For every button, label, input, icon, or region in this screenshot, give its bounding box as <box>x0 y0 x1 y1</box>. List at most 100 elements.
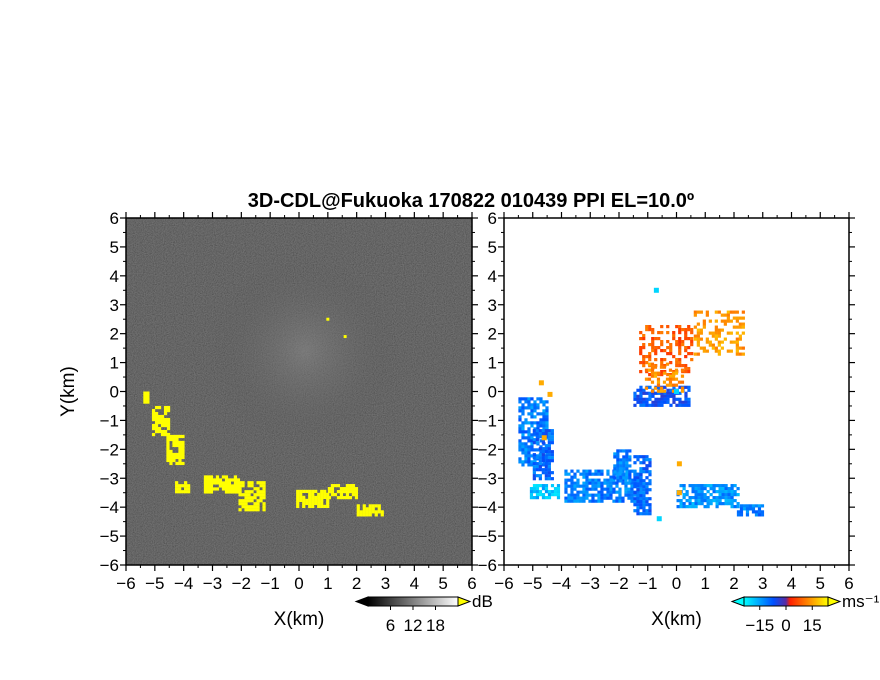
velocity-cell <box>727 487 731 491</box>
velocity-cell <box>521 427 525 431</box>
velocity-cell <box>735 316 739 320</box>
velocity-cell <box>665 362 670 366</box>
velocity-cell <box>735 337 739 341</box>
velocity-cell <box>536 412 540 416</box>
velocity-cell <box>550 438 554 442</box>
velocity-cell <box>585 469 589 473</box>
velocity-cell <box>642 467 646 471</box>
velocity-cell <box>705 313 709 317</box>
velocity-cell <box>636 394 640 398</box>
velocity-cell <box>674 383 679 387</box>
velocity-cell <box>660 369 664 374</box>
velocity-cell <box>684 397 688 401</box>
echo-cell <box>218 481 223 485</box>
velocity-cell <box>720 340 724 344</box>
velocity-cell <box>650 362 655 366</box>
velocity-cell <box>624 493 628 497</box>
velocity-cell <box>706 496 710 500</box>
velocity-cell <box>533 409 537 413</box>
echo-cell <box>374 510 378 514</box>
velocity-cell <box>624 484 628 488</box>
echo-cell <box>336 496 341 500</box>
echo-cell <box>224 481 229 485</box>
velocity-cell <box>532 432 536 436</box>
echo-cell <box>172 452 176 457</box>
velocity-cell <box>527 421 531 425</box>
echo-cell <box>178 455 182 460</box>
echo-cell <box>323 495 327 500</box>
echo-cell <box>184 487 188 491</box>
velocity-cell <box>639 330 643 335</box>
velocity-cell <box>648 324 652 329</box>
velocity-cell <box>625 470 629 474</box>
velocity-cell <box>724 484 728 488</box>
velocity-cell <box>642 488 646 492</box>
velocity-cell <box>639 473 643 477</box>
echo-cell <box>163 429 168 434</box>
velocity-cell <box>720 319 724 323</box>
velocity-cell <box>703 505 707 509</box>
velocity-cell <box>700 490 704 494</box>
velocity-cell <box>521 409 525 413</box>
velocity-cell <box>527 451 531 455</box>
velocity-cell <box>530 433 534 437</box>
echo-cell <box>354 493 359 497</box>
echo-cell <box>175 487 179 491</box>
velocity-cell <box>694 502 698 506</box>
velocity-cell <box>553 487 558 491</box>
velocity-cell <box>745 510 750 514</box>
velocity-cell <box>612 472 616 476</box>
velocity-cell <box>544 462 548 466</box>
velocity-cell <box>690 336 694 341</box>
echo-cell <box>143 391 147 395</box>
echo-cell <box>365 513 369 517</box>
velocity-cell <box>708 319 712 323</box>
velocity-cell <box>724 490 728 494</box>
echo-cell <box>227 481 232 485</box>
velocity-cell <box>642 354 646 359</box>
velocity-cell <box>521 397 525 401</box>
velocity-cell <box>642 509 646 513</box>
velocity-cell <box>621 481 625 485</box>
velocity-cell <box>639 397 643 401</box>
velocity-cell <box>650 374 655 378</box>
velocity-cell <box>714 346 718 350</box>
velocity-cell <box>696 343 700 347</box>
velocity-cell <box>717 352 721 356</box>
velocity-cell <box>630 484 634 488</box>
echo-cell <box>172 440 176 445</box>
velocity-cell <box>645 324 649 329</box>
velocity-cell <box>622 476 626 480</box>
velocity-cell <box>700 502 704 506</box>
velocity-cell <box>659 389 664 393</box>
echo-cell <box>345 490 350 494</box>
velocity-cell <box>628 464 632 468</box>
velocity-cell <box>672 354 676 359</box>
velocity-cell <box>736 487 740 491</box>
velocity-cell <box>633 394 637 398</box>
velocity-cell <box>751 510 756 514</box>
velocity-cell <box>678 391 682 395</box>
velocity-cell <box>527 457 531 461</box>
echo-cell <box>299 492 303 497</box>
echo-cell <box>259 499 263 503</box>
x-tick-label: −6 <box>116 574 135 593</box>
echo-cell <box>314 495 318 500</box>
echo-cell <box>215 481 220 485</box>
velocity-cell <box>606 490 610 494</box>
velocity-cell <box>723 313 727 317</box>
velocity-cell <box>739 510 744 514</box>
echo-cell <box>175 484 179 488</box>
velocity-cell <box>627 481 631 485</box>
echo-cell <box>238 490 242 494</box>
velocity-cell <box>688 496 692 500</box>
haze-region <box>209 256 400 447</box>
echo-cell <box>181 455 185 460</box>
velocity-cell <box>672 336 676 341</box>
echo-cell <box>311 498 315 503</box>
velocity-cell <box>536 424 540 428</box>
echo-cell <box>299 495 303 500</box>
echo-cell <box>151 432 156 437</box>
echo-cell <box>326 498 330 503</box>
echo-cell <box>178 449 182 454</box>
